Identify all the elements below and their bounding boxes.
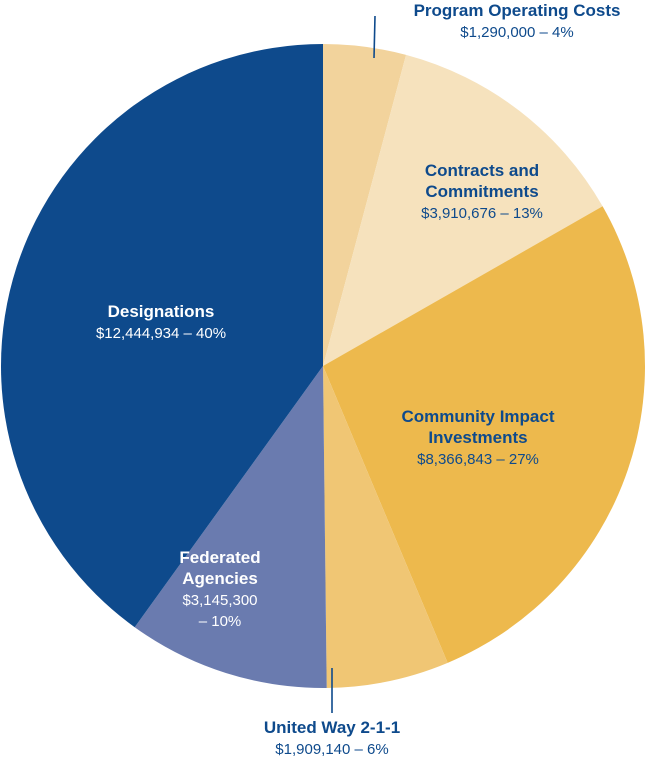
slice-label-program-operating-costs-line1: Program Operating Costs [414, 1, 621, 20]
slice-value-united-way-2-1-1-line1: $1,909,140 – 6% [275, 741, 388, 758]
slice-label-united-way-2-1-1-line1: United Way 2-1-1 [264, 718, 400, 737]
slice-label-designations-line1: Designations [108, 302, 215, 321]
pie-labels: Program Operating Costs $1,290,000 – 4% Co… [96, 1, 621, 758]
slice-community-impact-investments [323, 206, 645, 663]
slice-label-community-impact-investments-line2: Investments [428, 428, 527, 447]
slice-designations [0, 44, 323, 628]
slice-value-program-operating-costs-line1: $1,290,000 – 4% [460, 24, 573, 41]
slice-label-community-impact-investments-line1: Community Impact [401, 407, 554, 426]
pie-slices [0, 44, 645, 689]
slice-label-contracts-and-commitments-line2: Commitments [425, 182, 538, 201]
slice-federated-agencies [134, 366, 327, 689]
slice-label-federated-agencies-line2: Agencies [182, 569, 258, 588]
slice-value-federated-agencies-line2: – 10% [199, 613, 242, 630]
slice-contracts-and-commitments [323, 54, 603, 367]
slice-value-designations-line1: $12,444,934 – 40% [96, 325, 226, 342]
leader-line-program-operating-costs [373, 15, 376, 59]
slice-united-way-2-1-1 [323, 366, 448, 688]
slice-label-contracts-and-commitments-line1: Contracts and [425, 161, 539, 180]
slice-program-operating-costs [323, 44, 407, 366]
slice-value-federated-agencies-line1: $3,145,300 [182, 592, 257, 609]
slice-label-federated-agencies-line1: Federated [179, 548, 260, 567]
slice-value-contracts-and-commitments-line1: $3,910,676 – 13% [421, 205, 543, 222]
slice-value-community-impact-investments-line1: $8,366,843 – 27% [417, 451, 539, 468]
